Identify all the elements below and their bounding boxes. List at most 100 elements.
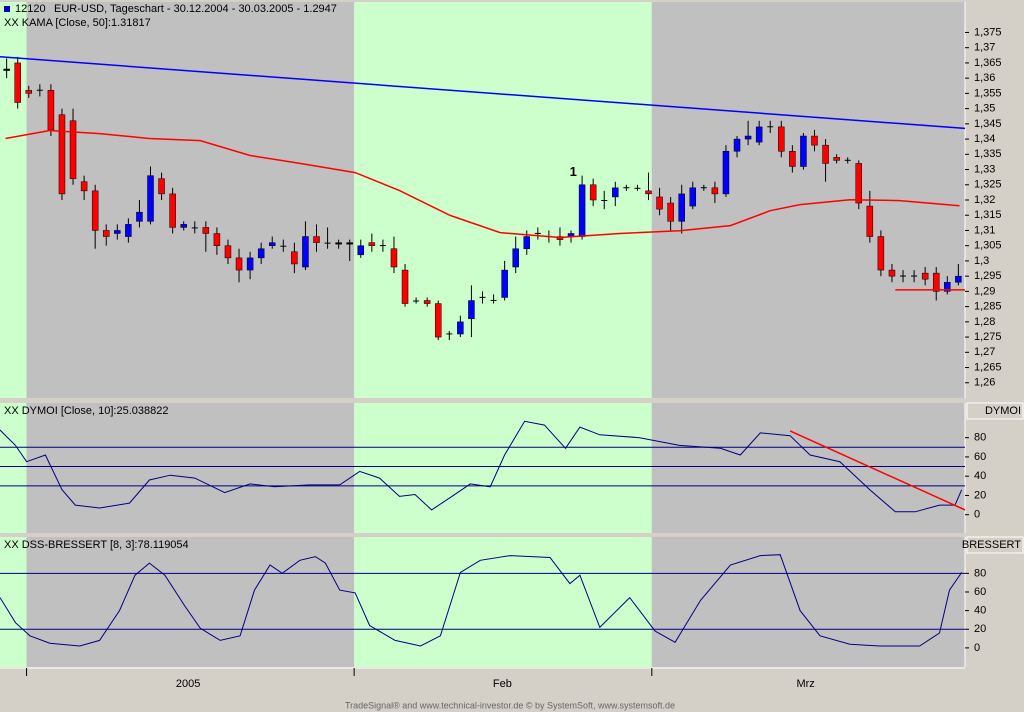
annotation: 1 [570,164,577,179]
series-line [0,554,963,647]
candle-body [235,257,243,271]
y-tick-label: 1,34 [974,133,995,145]
candle-body [722,151,730,195]
symbol-id: 12120 [15,3,46,15]
candle-body [944,281,951,292]
month-shade [26,403,355,533]
panel-label: DYMOI [985,405,1021,417]
panel-label: BRESSERT [962,539,1021,551]
candle-body [80,181,88,192]
candle-body [911,275,918,277]
candle-body [257,248,265,259]
y-tick-label: 1,33 [974,163,995,175]
y-tick-label: 1,32 [974,194,995,206]
month-shade [354,537,652,667]
candle-body [357,245,365,256]
panel-label-box [966,402,1024,420]
y-tick-label: 1,31 [974,224,995,236]
y-tick-label: 1,3 [974,255,989,267]
y-tick-label: 40 [974,605,986,617]
candle-body [877,236,885,271]
candle-body [125,224,132,237]
y-tick-label: 60 [974,586,986,598]
candle-body [589,184,597,201]
candle-body [888,269,896,277]
candle-body [136,211,143,222]
candle-body [612,187,619,198]
candle-body [811,135,818,146]
candle-body [268,242,276,246]
y-tick-label: 20 [974,623,986,635]
candle-body [479,296,486,298]
y-tick-label: 1,26 [974,377,995,389]
x-tick-label: 2005 [176,678,200,690]
y-tick-label: 1,295 [974,270,1002,282]
candle-body [69,120,77,179]
month-shade [0,537,27,667]
candle-body [645,190,652,195]
candle-body [656,196,663,210]
y-tick-label: 0 [974,509,980,521]
candle-body [689,187,697,207]
month-shade [0,403,27,533]
candle-body [302,236,309,268]
candle-body [202,227,210,234]
candle-body [711,187,719,195]
candle-body [623,187,630,189]
candle-body [224,245,232,259]
candle-body [789,151,796,167]
candle-body [368,242,376,246]
candle-body [601,200,608,201]
panel: 0 20 40 60 80 XX DYMOI [Close, 10]:25.038822 D… [0,402,1024,533]
candle-body [800,135,807,167]
month-shade [651,403,965,533]
y-tick-label: 1,35 [974,103,995,115]
candle-body [346,242,353,245]
candle-body [955,275,962,283]
candle-body [512,248,519,268]
candle-body [446,333,453,335]
candle-body [390,248,398,268]
y-tick-label: 1,36 [974,72,995,84]
y-tick-label: 1,365 [974,57,1002,69]
chart-title: EUR-USD, Tageschart - 30.12.2004 - 30.03… [54,3,337,15]
x-axis-strip [0,667,965,700]
candle-body [578,184,586,237]
y-tick-label: 1,325 [974,179,1002,191]
candle-body [280,245,287,247]
x-tick-label: Mrz [796,678,814,690]
candle-body [866,205,874,237]
y-tick-label: 1,305 [974,240,1002,252]
candle-body [58,114,66,195]
y-tick-label: 20 [974,489,986,501]
candle-body [91,190,99,231]
y-tick-label: 80 [974,567,986,579]
candle-body [501,269,508,298]
candle-body [468,300,475,320]
candle-body [191,227,198,229]
candle-body [213,233,221,246]
candle-body [25,90,33,94]
y-tick-label: 1,27 [974,346,995,358]
candle-body [36,89,43,91]
series-line [0,420,963,513]
legend-entry: XX KAMA [Close, 50]:1.31817 [4,17,151,29]
candle-body [490,299,497,301]
candle-body [180,224,187,228]
candle-body [147,175,154,222]
legend-entry: XX DYMOI [Close, 10]:25.038822 [4,405,168,417]
y-tick-label: 80 [974,432,986,444]
candle-body [833,157,840,161]
candle-body [900,275,907,277]
candle-body [855,163,863,204]
candle-body [423,300,431,304]
candle-body [102,230,110,237]
candle-body [778,126,785,152]
series-line [789,430,966,511]
y-tick-label: 1,375 [974,26,1002,38]
y-tick-label: 1,29 [974,285,995,297]
candle-body [534,232,541,234]
legend-entry: XX DSS-BRESSERT [8, 3]:78.119054 [4,539,189,551]
panel-label-box [966,536,1024,554]
